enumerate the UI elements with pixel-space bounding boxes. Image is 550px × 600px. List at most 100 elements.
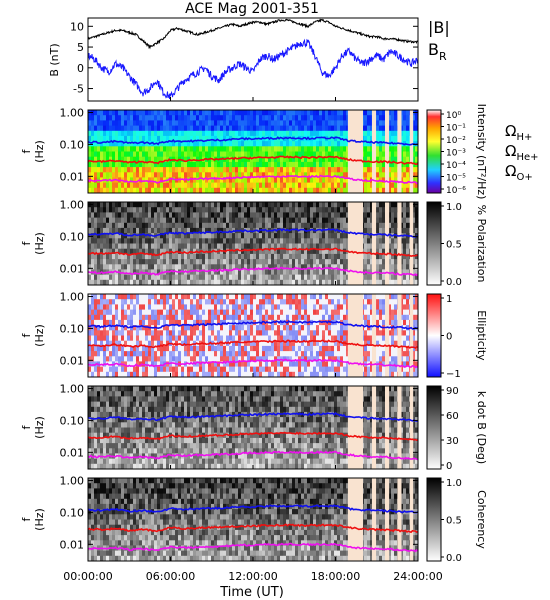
- heatmap-cell: [190, 115, 194, 121]
- heatmap-cell: [151, 259, 155, 265]
- heatmap-cell: [202, 187, 206, 194]
- heatmap-cell: [304, 167, 308, 173]
- heatmap-cell: [133, 304, 137, 310]
- heatmap-cell: [226, 135, 230, 142]
- heatmap-cell: [217, 325, 221, 331]
- heatmap-cell: [400, 130, 404, 137]
- heatmap-cell: [169, 222, 173, 229]
- heatmap-cell: [301, 356, 305, 362]
- heatmap-cell: [196, 299, 200, 305]
- heatmap-cell: [307, 309, 311, 316]
- heatmap-cell: [88, 279, 92, 286]
- heatmap-cell: [298, 161, 302, 168]
- heatmap-cell: [175, 274, 179, 281]
- heatmap-cell: [244, 141, 248, 147]
- heatmap-cell: [178, 274, 182, 281]
- heatmap-cell: [337, 135, 341, 142]
- heatmap-cell: [100, 207, 104, 213]
- heatmap-cell: [382, 120, 386, 126]
- heatmap-cell: [193, 330, 197, 336]
- heatmap-cell: [106, 120, 110, 126]
- heatmap-cell: [337, 222, 341, 229]
- heatmap-cell: [379, 125, 383, 132]
- heatmap-cell: [97, 222, 101, 229]
- heatmap-cell: [208, 135, 212, 142]
- heatmap-cell: [127, 238, 131, 244]
- heatmap-cell: [103, 325, 107, 331]
- heatmap-cell: [199, 356, 203, 362]
- heatmap-cell: [193, 366, 197, 373]
- heatmap-cell: [136, 167, 140, 173]
- heatmap-cell: [241, 120, 245, 126]
- heatmap-cell: [103, 319, 107, 326]
- heatmap-cell: [133, 120, 137, 126]
- heatmap-cell: [256, 309, 260, 316]
- heatmap-cell: [337, 366, 341, 373]
- heatmap-cell: [262, 274, 266, 281]
- heatmap-cell: [142, 167, 146, 173]
- heatmap-cell: [382, 207, 386, 213]
- heatmap-cell: [232, 319, 236, 326]
- heatmap-cell: [196, 125, 200, 132]
- heatmap-cell: [283, 309, 287, 316]
- heatmap-cell: [313, 212, 317, 218]
- heatmap-cell: [229, 279, 233, 286]
- heatmap-cell: [169, 182, 173, 189]
- heatmap-cell: [190, 161, 194, 168]
- heatmap-cell: [220, 233, 224, 239]
- heatmap-cell: [232, 212, 236, 218]
- heatmap-cell: [304, 269, 308, 275]
- heatmap-cell: [319, 345, 323, 352]
- heatmap-cell: [133, 279, 137, 286]
- heatmap-cell: [112, 217, 116, 224]
- heatmap-cell: [247, 182, 251, 189]
- heatmap-cell: [127, 259, 131, 265]
- heatmap-cell: [370, 187, 374, 194]
- heatmap-cell: [127, 248, 131, 255]
- heatmap-cell: [307, 187, 311, 194]
- heatmap-cell: [130, 259, 134, 265]
- heatmap-cell: [331, 279, 335, 286]
- heatmap-cell: [94, 335, 98, 342]
- heatmap-cell: [181, 299, 185, 305]
- heatmap-cell: [283, 351, 287, 357]
- heatmap-cell: [151, 299, 155, 305]
- heatmap-cell: [334, 314, 338, 321]
- heatmap-cell: [220, 227, 224, 234]
- heatmap-cell: [121, 187, 125, 194]
- heatmap-cell: [307, 314, 311, 321]
- heatmap-cell: [214, 130, 218, 137]
- heatmap-cell: [412, 212, 416, 218]
- heatmap-cell: [340, 207, 344, 213]
- heatmap-cell: [292, 294, 296, 300]
- heatmap-cell: [88, 182, 92, 189]
- heatmap-cell: [172, 366, 176, 373]
- heatmap-cell: [157, 253, 161, 260]
- heatmap-cell: [157, 351, 161, 357]
- heatmap-cell: [340, 243, 344, 250]
- heatmap-cell: [91, 335, 95, 342]
- heatmap-cell: [100, 167, 104, 173]
- heatmap-cell: [382, 156, 386, 163]
- heatmap-cell: [139, 130, 143, 137]
- heatmap-cell: [100, 330, 104, 336]
- heatmap-cell: [367, 161, 371, 168]
- heatmap-cell: [286, 325, 290, 331]
- heatmap-cell: [127, 274, 131, 281]
- heatmap-cell: [193, 217, 197, 224]
- heatmap-cell: [250, 299, 254, 305]
- heatmap-cell: [307, 151, 311, 158]
- heatmap-cell: [226, 325, 230, 331]
- heatmap-cell: [121, 325, 125, 331]
- heatmap-cell: [316, 309, 320, 316]
- heatmap-cell: [97, 314, 101, 321]
- heatmap-cell: [202, 325, 206, 331]
- heatmap-cell: [184, 325, 188, 331]
- heatmap-cell: [151, 151, 155, 158]
- heatmap-cell: [334, 177, 338, 183]
- heatmap-cell: [124, 222, 128, 229]
- heatmap-cell: [154, 125, 158, 132]
- heatmap-cell: [307, 264, 311, 270]
- heatmap-cell: [340, 115, 344, 121]
- heatmap-cell: [103, 227, 107, 234]
